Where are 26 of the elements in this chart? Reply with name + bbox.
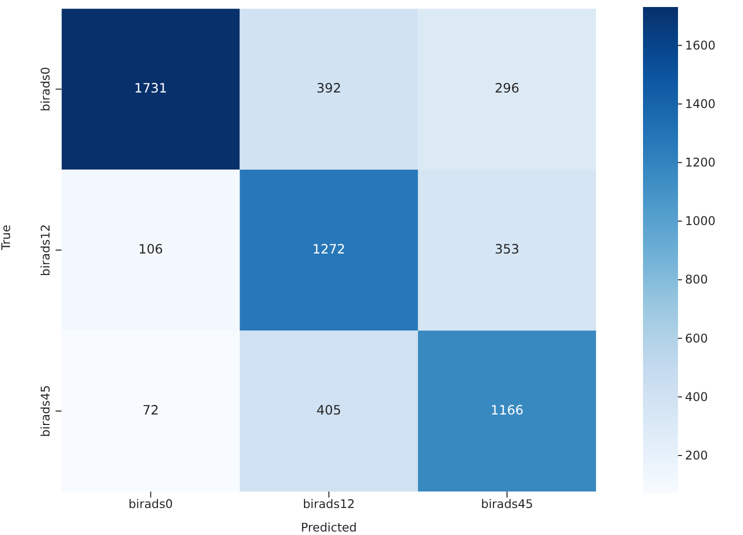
data-label: 392 <box>316 82 342 97</box>
color-bar-label: 1000 <box>685 214 716 228</box>
x-tick-label: birads12 <box>302 496 355 511</box>
colorbar: 200 400 600 800 1000 1200 1400 1600 <box>633 0 743 535</box>
color-bar-label: 1400 <box>685 96 716 111</box>
data-label: 296 <box>494 82 520 97</box>
x-tick-label: birads0 <box>128 496 173 511</box>
data-label: 405 <box>316 404 342 419</box>
color-bar-label: 400 <box>685 390 708 404</box>
data-label: 1731 <box>134 82 168 97</box>
y-tick-label: birads12 <box>38 224 53 276</box>
y-axis-title: True <box>0 224 14 252</box>
x-tick-label: birads45 <box>481 496 534 511</box>
data-label: 1166 <box>490 404 524 419</box>
color-bar-label: 600 <box>685 331 708 346</box>
color-bar-label: 800 <box>685 272 708 287</box>
data-label: 1272 <box>312 242 346 258</box>
data-label: 72 <box>142 404 159 419</box>
y-tick-label: birads45 <box>38 385 53 438</box>
y-tick-label: birads0 <box>38 66 53 112</box>
color-bar-label: 1200 <box>685 156 716 170</box>
color-bar-label: 1600 <box>685 38 716 52</box>
color-bar-label: 200 <box>685 448 708 463</box>
x-axis-title: Predicted <box>300 520 357 534</box>
data-label: 353 <box>494 242 520 258</box>
data-label: 106 <box>138 242 164 258</box>
